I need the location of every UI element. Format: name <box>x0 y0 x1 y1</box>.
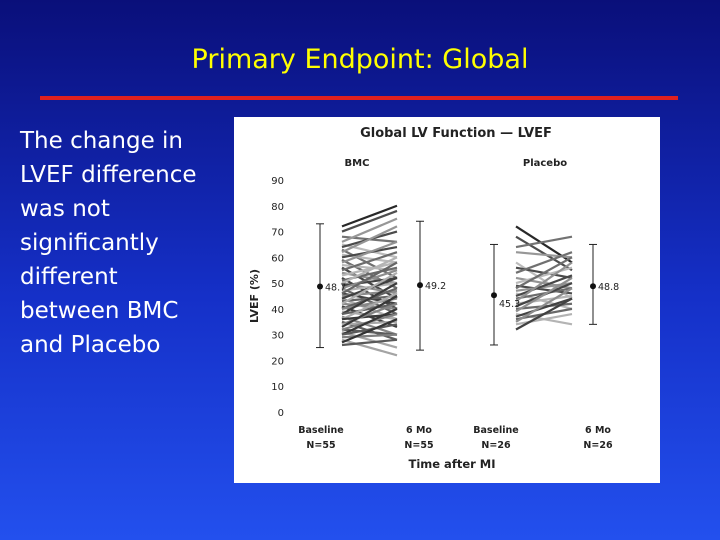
patient-line <box>341 338 398 347</box>
patient-line <box>341 269 398 290</box>
patient-line <box>515 251 573 274</box>
patient-line <box>515 287 573 300</box>
chart-title: Global LV Function — LVEF <box>360 126 552 141</box>
patient-line <box>341 217 398 243</box>
patient-line <box>341 251 398 272</box>
mean-value-label: 48.8 <box>598 282 619 293</box>
patient-line <box>341 333 398 339</box>
patient-line <box>341 261 398 295</box>
patient-line <box>515 274 573 298</box>
patient-line <box>515 235 573 249</box>
patient-line <box>341 225 398 254</box>
patient-line <box>341 256 398 285</box>
mean-value-label: 49.2 <box>425 281 446 292</box>
timepoint-label: 6 Mo <box>585 425 611 436</box>
body-line: different <box>20 264 118 290</box>
mean-point <box>491 292 497 299</box>
patient-line <box>515 284 573 295</box>
patient-line <box>341 318 398 344</box>
body-line: between BMC <box>20 298 179 324</box>
patient-line <box>341 307 398 336</box>
timepoint-label: 6 Mo <box>406 425 432 436</box>
patient-line <box>515 277 573 313</box>
mean-point <box>317 283 323 290</box>
group-label: BMC <box>345 158 370 169</box>
patient-line <box>341 204 398 228</box>
patient-line <box>341 240 398 264</box>
y-tick-label: 50 <box>271 279 284 290</box>
y-axis-label: LVEF (%) <box>248 269 261 323</box>
timepoint-label: Baseline <box>298 425 343 436</box>
timepoint-n-label: N=55 <box>404 440 433 451</box>
y-tick-label: 30 <box>271 331 284 342</box>
lvef-chart: Global LV Function — LVEF 0 10 20 30 40 50 60 70… <box>248 126 619 471</box>
y-tick-label: 10 <box>271 382 284 393</box>
patient-line <box>341 315 398 336</box>
patient-line <box>341 261 398 277</box>
patient-line <box>515 235 573 272</box>
body-line: The change in <box>20 128 184 154</box>
patient-line <box>341 331 398 349</box>
body-line: was not <box>20 196 110 222</box>
mean-value-label: 45.3 <box>499 299 520 310</box>
body-line: significantly <box>20 230 159 256</box>
y-tick-label: 80 <box>271 202 284 213</box>
mean-point <box>417 282 423 289</box>
patient-line <box>515 287 573 323</box>
patient-line <box>515 261 573 303</box>
y-tick-label: 90 <box>271 176 284 187</box>
patient-line <box>341 302 398 316</box>
patient-line <box>515 297 573 318</box>
x-axis-label: Time after MI <box>408 457 495 471</box>
patient-line <box>515 297 573 331</box>
patient-line <box>341 312 398 321</box>
timepoint-n-label: N=55 <box>306 440 335 451</box>
timepoint-label: Baseline <box>473 425 518 436</box>
patient-line <box>341 323 398 336</box>
y-tick-label: 40 <box>271 305 284 316</box>
timepoint-n-label: N=26 <box>481 440 511 451</box>
patient-line <box>341 287 398 316</box>
chart-panel: Global LV Function — LVEF 0 10 20 30 40 50 60 70… <box>234 117 660 483</box>
body-line: LVEF difference <box>20 162 197 188</box>
y-tick-label: 0 <box>278 408 284 419</box>
patient-line <box>341 338 398 357</box>
slide-title: Primary Endpoint: Global <box>191 44 529 75</box>
patient-line <box>341 295 398 328</box>
y-tick-label: 70 <box>271 228 284 239</box>
patient-line <box>341 282 398 316</box>
group-label: Placebo <box>523 158 567 169</box>
patient-line <box>341 282 398 292</box>
title-divider <box>40 96 678 100</box>
timepoint-n-label: N=26 <box>583 440 613 451</box>
mean-point <box>590 283 596 290</box>
y-tick-label: 20 <box>271 356 284 367</box>
body-text: The change in LVEF difference was not si… <box>20 124 220 362</box>
patient-line <box>341 292 398 321</box>
body-line: and Placebo <box>20 332 161 358</box>
y-tick-label: 60 <box>271 253 284 264</box>
patient-line <box>515 256 573 290</box>
patient-line <box>341 271 398 305</box>
patient-line <box>515 312 573 326</box>
patient-line <box>341 209 398 233</box>
mean-value-label: 48.7 <box>325 282 346 293</box>
